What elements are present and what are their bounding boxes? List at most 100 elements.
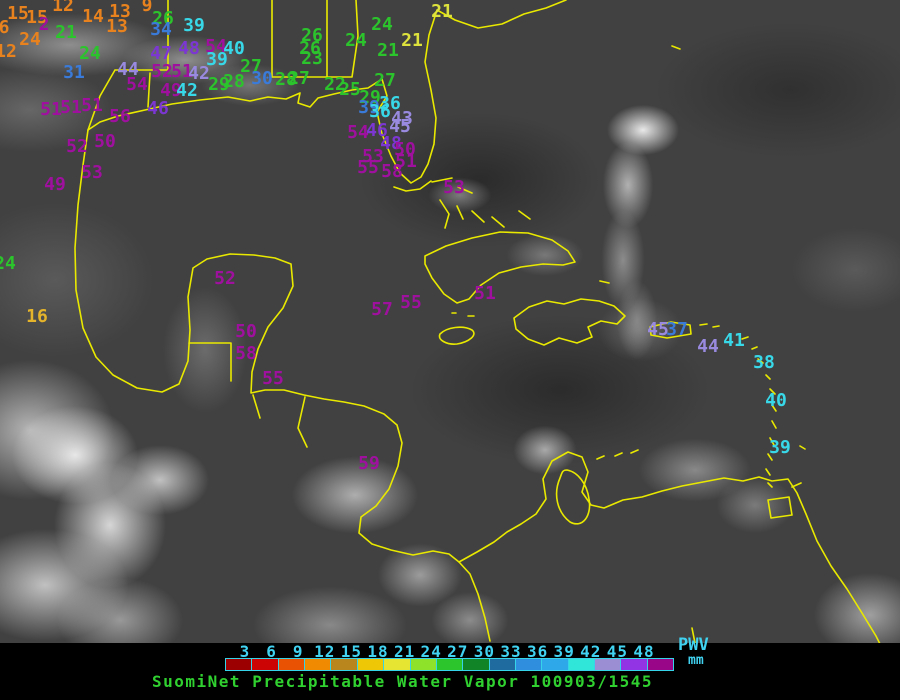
island-hispaniola <box>513 298 626 346</box>
colorbar-tick: 36 <box>526 642 549 661</box>
colorbar-tick: 39 <box>553 642 575 661</box>
station-value: 49 <box>44 174 66 195</box>
station-value: 54 <box>347 122 369 143</box>
station-value: 50 <box>235 321 257 342</box>
station-value: 40 <box>765 390 787 411</box>
colorbar-tick: 18 <box>367 642 389 661</box>
station-value: 28 <box>275 69 297 90</box>
colorbar-segment <box>278 659 306 670</box>
island-puerto-rico <box>649 321 692 339</box>
station-value: 24 <box>345 30 367 51</box>
station-value: 51 <box>81 95 103 116</box>
station-value: 23 <box>301 48 323 69</box>
colorbar-segment <box>489 659 516 670</box>
island-jamaica <box>438 326 475 345</box>
station-value: 55 <box>357 157 379 178</box>
islands-lesser-antilles <box>699 323 806 488</box>
colorbar-tick: 3 <box>239 642 251 661</box>
colorbar-segment <box>436 659 464 670</box>
colorbar-tick: 24 <box>420 642 442 661</box>
cloud-layer <box>0 0 900 643</box>
station-value: 56 <box>109 106 131 127</box>
lake-maracaibo <box>555 469 591 525</box>
coast-florida-keys <box>393 180 432 192</box>
colorbar-tick: 45 <box>606 642 629 661</box>
coast-us-gulf-florida <box>87 0 567 184</box>
station-value: 26 <box>301 25 323 46</box>
station-value: 46 <box>147 98 169 119</box>
station-value: 29 <box>208 74 230 95</box>
station-value: 12 <box>52 0 74 16</box>
colorbar-segment <box>252 659 279 670</box>
station-value: 37 <box>666 319 688 340</box>
colorbar-segment <box>410 659 437 670</box>
station-value: 52 <box>151 61 173 82</box>
station-value: 21 <box>431 1 453 22</box>
colorbar-segment <box>568 659 596 670</box>
station-value: 51 <box>395 151 417 172</box>
colorbar-segment <box>647 659 674 670</box>
colorbar-segment <box>621 659 648 670</box>
islands-bahamas <box>431 177 610 284</box>
island-trinidad-tobago <box>767 482 802 519</box>
stations-layer: 15 15 6 12 24 12 14 13 13 9 2 21 24 31 26 34 39 47 48 54 40 3… <box>0 0 791 473</box>
station-value: 48 <box>380 133 402 154</box>
station-value: 51 <box>60 97 82 118</box>
station-value: 45 <box>389 116 411 137</box>
colorbar <box>225 658 674 671</box>
station-value: 53 <box>443 177 465 198</box>
station-value: 30 <box>251 68 273 89</box>
station-value: 41 <box>723 330 745 351</box>
central-america-borders <box>188 342 308 448</box>
colorbar-segment <box>226 659 253 670</box>
colorbar-segment <box>542 659 569 670</box>
coastlines <box>74 0 881 643</box>
station-value: 42 <box>188 63 210 84</box>
station-value: 39 <box>206 49 228 70</box>
station-value: 49 <box>160 80 182 101</box>
colorbar-tick: 12 <box>314 642 336 661</box>
colorbar-segment <box>357 659 385 670</box>
station-value: 27 <box>288 68 310 89</box>
station-value: 52 <box>214 268 236 289</box>
station-value: 26 <box>152 8 174 29</box>
station-value: 25 <box>339 79 361 100</box>
station-value: 13 <box>106 16 128 37</box>
station-value: 55 <box>262 368 284 389</box>
station-value: 38 <box>753 352 775 373</box>
station-value: 22 <box>324 74 346 95</box>
station-value: 53 <box>362 146 384 167</box>
station-value: 50 <box>94 131 116 152</box>
coast-south-america <box>458 451 881 643</box>
colorbar-tick: 6 <box>266 642 277 661</box>
station-value: 58 <box>235 343 257 364</box>
colorbar-segment <box>463 659 490 670</box>
station-value: 21 <box>401 30 423 51</box>
colorbar-segment <box>515 659 543 670</box>
station-value: 48 <box>178 38 200 59</box>
station-value: 34 <box>150 19 172 40</box>
station-value: 46 <box>366 120 388 141</box>
colorbar-tick: 21 <box>393 642 416 661</box>
station-value: 26 <box>299 38 321 59</box>
station-value: 2 <box>38 14 50 35</box>
station-value: 16 <box>26 306 48 327</box>
station-value: 44 <box>697 336 719 357</box>
station-value: 28 <box>223 71 245 92</box>
station-value: 36 <box>369 101 391 122</box>
station-value: 15 <box>26 7 48 28</box>
station-value: 6 <box>0 17 10 38</box>
station-value: 42 <box>176 80 198 101</box>
station-value: 14 <box>82 6 104 27</box>
station-value: 55 <box>400 292 422 313</box>
colorbar-segment <box>384 659 411 670</box>
station-value: 39 <box>183 15 205 36</box>
station-value: 24 <box>0 253 16 274</box>
station-value: 50 <box>394 139 416 160</box>
station-value: 24 <box>79 43 101 64</box>
pwv-unit-label: mm <box>688 653 704 668</box>
station-value: 15 <box>7 3 29 24</box>
caption: SuomiNet Precipitable Water Vapor 100903… <box>152 672 653 691</box>
station-value: 36 <box>379 93 401 114</box>
imagery-area: 15 15 6 12 24 12 14 13 13 9 2 21 24 31 26 34 39 47 48 54 40 3… <box>0 0 900 643</box>
